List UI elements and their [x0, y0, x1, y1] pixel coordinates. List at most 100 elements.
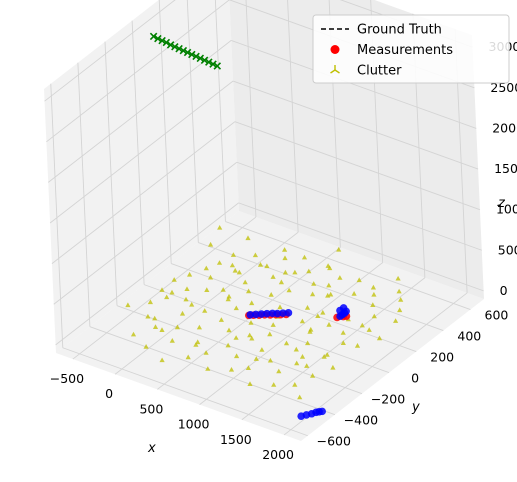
- clutter-point: [193, 342, 199, 347]
- clutter-point: [327, 265, 333, 271]
- estimate-point: [149, 32, 158, 41]
- legend-label: Clutter: [357, 64, 402, 79]
- grid-y-wall: [186, 0, 199, 243]
- clutter-point: [393, 318, 399, 323]
- clutter-point: [179, 310, 186, 316]
- clutter-point: [220, 287, 226, 292]
- clutter-point: [376, 335, 383, 341]
- clutter-point: [299, 354, 306, 359]
- clutter-point: [246, 288, 252, 294]
- estimate-point: [158, 36, 166, 45]
- clutter-point: [217, 225, 223, 230]
- clutter-point: [125, 302, 131, 308]
- clutter-point: [306, 268, 312, 274]
- clutter-point: [321, 354, 327, 359]
- clutter-point: [249, 335, 255, 341]
- clutter-point: [267, 331, 273, 337]
- clutter-point: [370, 284, 376, 290]
- clutter-point: [267, 357, 273, 363]
- clutter-point: [147, 299, 153, 305]
- z-tick-label: 500: [498, 242, 517, 257]
- clutter-point: [270, 322, 276, 327]
- clutter-point: [207, 274, 214, 280]
- grid-x-floor: [72, 216, 257, 360]
- track-point: [318, 407, 326, 416]
- clutter-point: [169, 289, 175, 295]
- y-tick-label: −400: [344, 413, 378, 428]
- clutter-point: [130, 331, 137, 337]
- grid-x-floor: [199, 262, 383, 405]
- grid-y-wall: [158, 0, 172, 264]
- clutter-point: [228, 367, 235, 372]
- clutter-point: [196, 324, 202, 330]
- clutter-point: [325, 292, 331, 298]
- left-wall-pane: [44, 0, 239, 353]
- clutter-point: [330, 364, 336, 370]
- clutter-point: [187, 271, 193, 277]
- clutter-point: [189, 301, 195, 307]
- clutter-point: [242, 279, 248, 285]
- track-point: [273, 309, 282, 318]
- clutter-point: [152, 324, 159, 329]
- grid-z-left: [53, 161, 238, 305]
- z-axis-label: z: [497, 196, 506, 211]
- grid-z-left: [46, 0, 230, 143]
- track-point: [257, 310, 266, 318]
- clutter-point: [247, 332, 253, 338]
- clutter-point: [336, 246, 342, 252]
- clutter-point: [271, 382, 277, 387]
- clutter-point: [236, 269, 242, 275]
- clutter-point: [398, 297, 404, 302]
- clutter-point: [366, 327, 372, 332]
- clutter-point: [397, 307, 403, 313]
- clutter-point: [232, 267, 238, 273]
- legend-box: [312, 14, 510, 84]
- clutter-point: [326, 322, 332, 327]
- grid-x-floor: [114, 231, 299, 375]
- clutter-point: [268, 292, 274, 297]
- clutter-point: [293, 346, 299, 352]
- grid-z-left: [49, 80, 234, 224]
- clutter-point: [247, 381, 253, 386]
- clutter-point: [159, 287, 165, 292]
- grid-x-wall: [245, 0, 257, 218]
- clutter-point: [225, 296, 231, 302]
- grid-z-left: [55, 202, 239, 346]
- clutter-point: [324, 352, 330, 357]
- clutter-point: [297, 394, 303, 400]
- clutter-point: [337, 275, 343, 280]
- clutter-point: [301, 254, 308, 260]
- clutter-point: [396, 288, 402, 294]
- y-tick-label: 600: [485, 308, 509, 323]
- clutter-point: [225, 342, 231, 348]
- clutter-point: [395, 275, 401, 281]
- clutter-point: [259, 347, 265, 352]
- clutter-point: [245, 365, 251, 370]
- clutter-point: [216, 260, 223, 265]
- clutter-point: [326, 282, 332, 288]
- estimate-point: [205, 58, 213, 66]
- clutter-point: [286, 287, 292, 293]
- clutter-point: [356, 277, 362, 283]
- z-tick-label: 0: [500, 283, 508, 298]
- grid-z-left: [44, 0, 176, 102]
- estimate-point: [166, 41, 175, 49]
- legend: Ground Truth Measurements Clutter: [312, 14, 510, 84]
- x-tick-label: 1500: [220, 432, 252, 447]
- grid-x-wall: [287, 0, 299, 233]
- clutter-point: [195, 339, 201, 345]
- clutter-point: [248, 320, 254, 325]
- clutter-point: [351, 291, 357, 296]
- y-tick-label: −600: [317, 434, 351, 449]
- clutter-point: [159, 327, 165, 332]
- legend-measurements-swatch: [330, 45, 340, 54]
- grid-y-floor: [62, 347, 308, 437]
- clutter-point: [226, 327, 232, 333]
- clutter-point: [203, 350, 209, 355]
- y-tick-label: 0: [411, 371, 419, 386]
- clutter-point: [282, 269, 288, 275]
- clutter-point: [315, 313, 321, 318]
- grid-z-back: [232, 80, 479, 170]
- grid-y-wall: [131, 20, 145, 285]
